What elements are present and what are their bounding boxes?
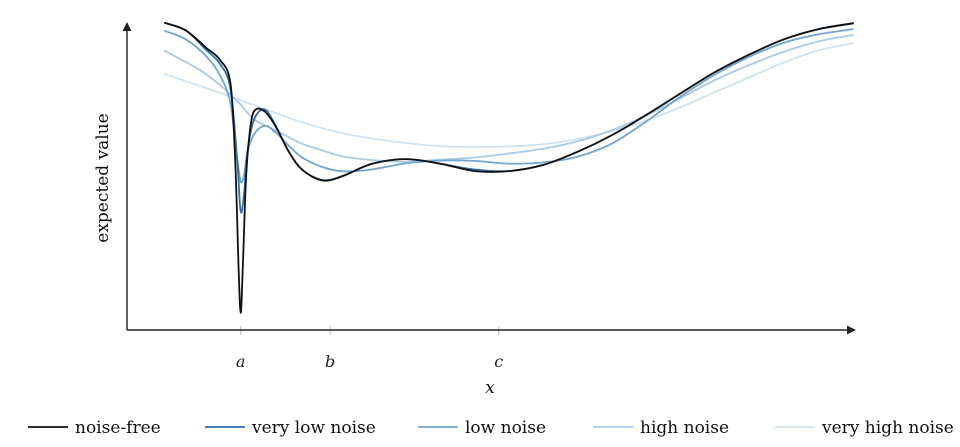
legend-label-noise-free: noise-free bbox=[75, 418, 161, 438]
legend-item-high-noise: high noise bbox=[593, 418, 729, 438]
y-axis-arrowhead bbox=[122, 22, 132, 31]
legend-item-low-noise: low noise bbox=[418, 418, 546, 438]
x-tick-layer: a b c bbox=[236, 326, 503, 371]
x-tick-label-a: a bbox=[236, 352, 246, 371]
y-axis-label: expected value bbox=[93, 113, 113, 242]
legend-label-very-low-noise: very low noise bbox=[251, 418, 376, 438]
legend-item-very-low-noise: very low noise bbox=[205, 418, 376, 438]
series-line-high-noise bbox=[164, 34, 854, 163]
legend-item-very-high-noise: very high noise bbox=[775, 418, 954, 438]
series-line-noise-free bbox=[164, 22, 854, 314]
x-tick-label-b: b bbox=[325, 352, 335, 371]
legend-label-low-noise: low noise bbox=[465, 418, 546, 438]
x-axis-arrowhead bbox=[847, 325, 856, 335]
x-tick-label-c: c bbox=[494, 352, 503, 371]
legend-label-very-high-noise: very high noise bbox=[821, 418, 954, 438]
series-line-very-low-noise bbox=[164, 22, 854, 214]
legend-item-noise-free: noise-free bbox=[28, 418, 161, 438]
x-axis-label: x bbox=[485, 378, 495, 398]
legend-label-high-noise: high noise bbox=[640, 418, 729, 438]
series-line-very-high-noise bbox=[164, 42, 854, 148]
legend: noise-free very low noise low noise high no… bbox=[28, 418, 954, 438]
series-layer bbox=[164, 22, 854, 314]
series-line-low-noise bbox=[164, 28, 854, 184]
